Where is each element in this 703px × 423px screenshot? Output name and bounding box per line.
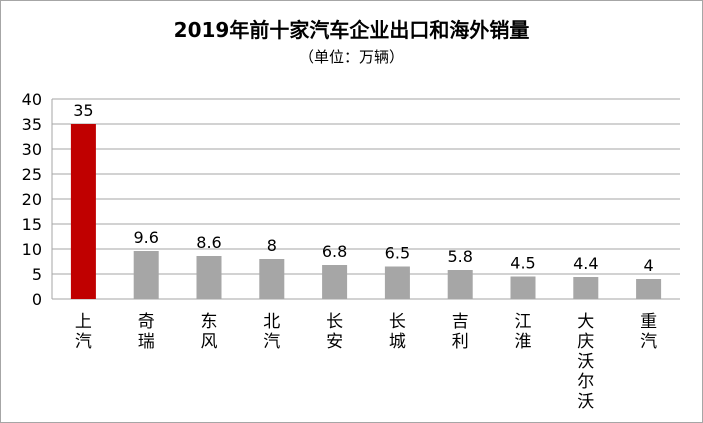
data-label-8: 4.4 <box>573 254 598 273</box>
y-tick-label: 5 <box>32 265 42 284</box>
bar-3 <box>259 259 285 299</box>
y-tick-label: 35 <box>22 115 42 134</box>
bar-1 <box>133 251 159 299</box>
bar-4 <box>322 265 348 299</box>
data-label-6: 5.8 <box>447 247 472 266</box>
category-label-1: 奇瑞 <box>138 312 155 352</box>
data-label-0: 35 <box>73 101 93 120</box>
bar-8 <box>573 277 599 299</box>
category-label-5: 长城 <box>389 312 406 352</box>
category-labels: 上汽 奇瑞 东风 北汽 长安 长城 吉利 江淮 大庆沃尔沃 重汽 <box>75 312 657 412</box>
data-label-9: 4 <box>644 256 654 275</box>
y-tick-label: 0 <box>32 290 42 309</box>
y-tick-label: 40 <box>22 90 42 109</box>
category-label-7: 江淮 <box>515 312 532 352</box>
y-axis-ticks: 0 5 10 15 20 25 30 35 40 <box>22 90 42 309</box>
chart-subtitle: （单位：万辆） <box>298 48 404 66</box>
data-label-7: 4.5 <box>510 254 535 273</box>
category-label-8: 大庆沃尔沃 <box>577 312 594 412</box>
data-label-4: 6.8 <box>322 242 347 261</box>
y-tick-label: 30 <box>22 140 42 159</box>
bar-7 <box>510 276 536 299</box>
data-labels: 35 9.6 8.6 8 6.8 6.5 5.8 4.5 4.4 4 <box>73 101 653 275</box>
bar-9 <box>636 279 662 299</box>
category-label-3: 北汽 <box>263 312 280 352</box>
bar-0 <box>70 124 96 299</box>
category-label-0: 上汽 <box>75 312 92 352</box>
chart-title: 2019年前十家汽车企业出口和海外销量 <box>173 18 530 42</box>
category-label-9: 重汽 <box>640 312 657 352</box>
category-label-6: 吉利 <box>452 312 469 352</box>
category-label-4: 长安 <box>326 312 343 352</box>
bars <box>70 124 662 299</box>
bar-5 <box>384 266 410 299</box>
y-tick-label: 20 <box>22 190 42 209</box>
data-label-2: 8.6 <box>196 233 221 252</box>
y-tick-label: 15 <box>22 215 42 234</box>
data-label-5: 6.5 <box>385 244 410 263</box>
y-tick-label: 25 <box>22 165 42 184</box>
y-tick-label: 10 <box>22 240 42 259</box>
bar-6 <box>447 270 473 299</box>
bar-2 <box>196 256 222 299</box>
category-label-2: 东风 <box>201 312 218 352</box>
data-label-1: 9.6 <box>133 228 158 247</box>
data-label-3: 8 <box>267 236 277 255</box>
